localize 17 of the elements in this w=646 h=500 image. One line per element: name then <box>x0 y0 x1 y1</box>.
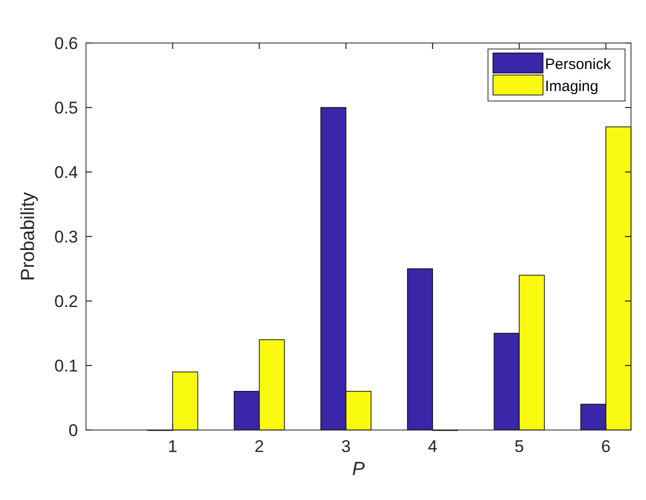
legend-label: Imaging <box>545 78 598 95</box>
x-tick-label: 2 <box>254 437 264 456</box>
y-axis-title: Probability <box>18 192 39 281</box>
y-tick-label: 0.6 <box>54 34 78 53</box>
y-tick-label: 0.1 <box>54 356 78 376</box>
x-tick-label: 5 <box>514 437 524 456</box>
x-tick-label: 3 <box>341 437 351 456</box>
y-tick-label: 0 <box>68 420 78 440</box>
x-tick-label: 1 <box>168 437 178 456</box>
x-axis-title: P <box>352 459 366 480</box>
y-tick-label: 0.2 <box>54 292 78 311</box>
x-tick-label: 4 <box>428 437 438 456</box>
y-tick-label: 0.4 <box>54 162 78 182</box>
legend-label: Personick <box>545 56 612 73</box>
y-tick-label: 0.5 <box>54 98 78 118</box>
x-tick-label: 6 <box>601 437 611 456</box>
y-tick-label: 0.3 <box>54 227 78 246</box>
